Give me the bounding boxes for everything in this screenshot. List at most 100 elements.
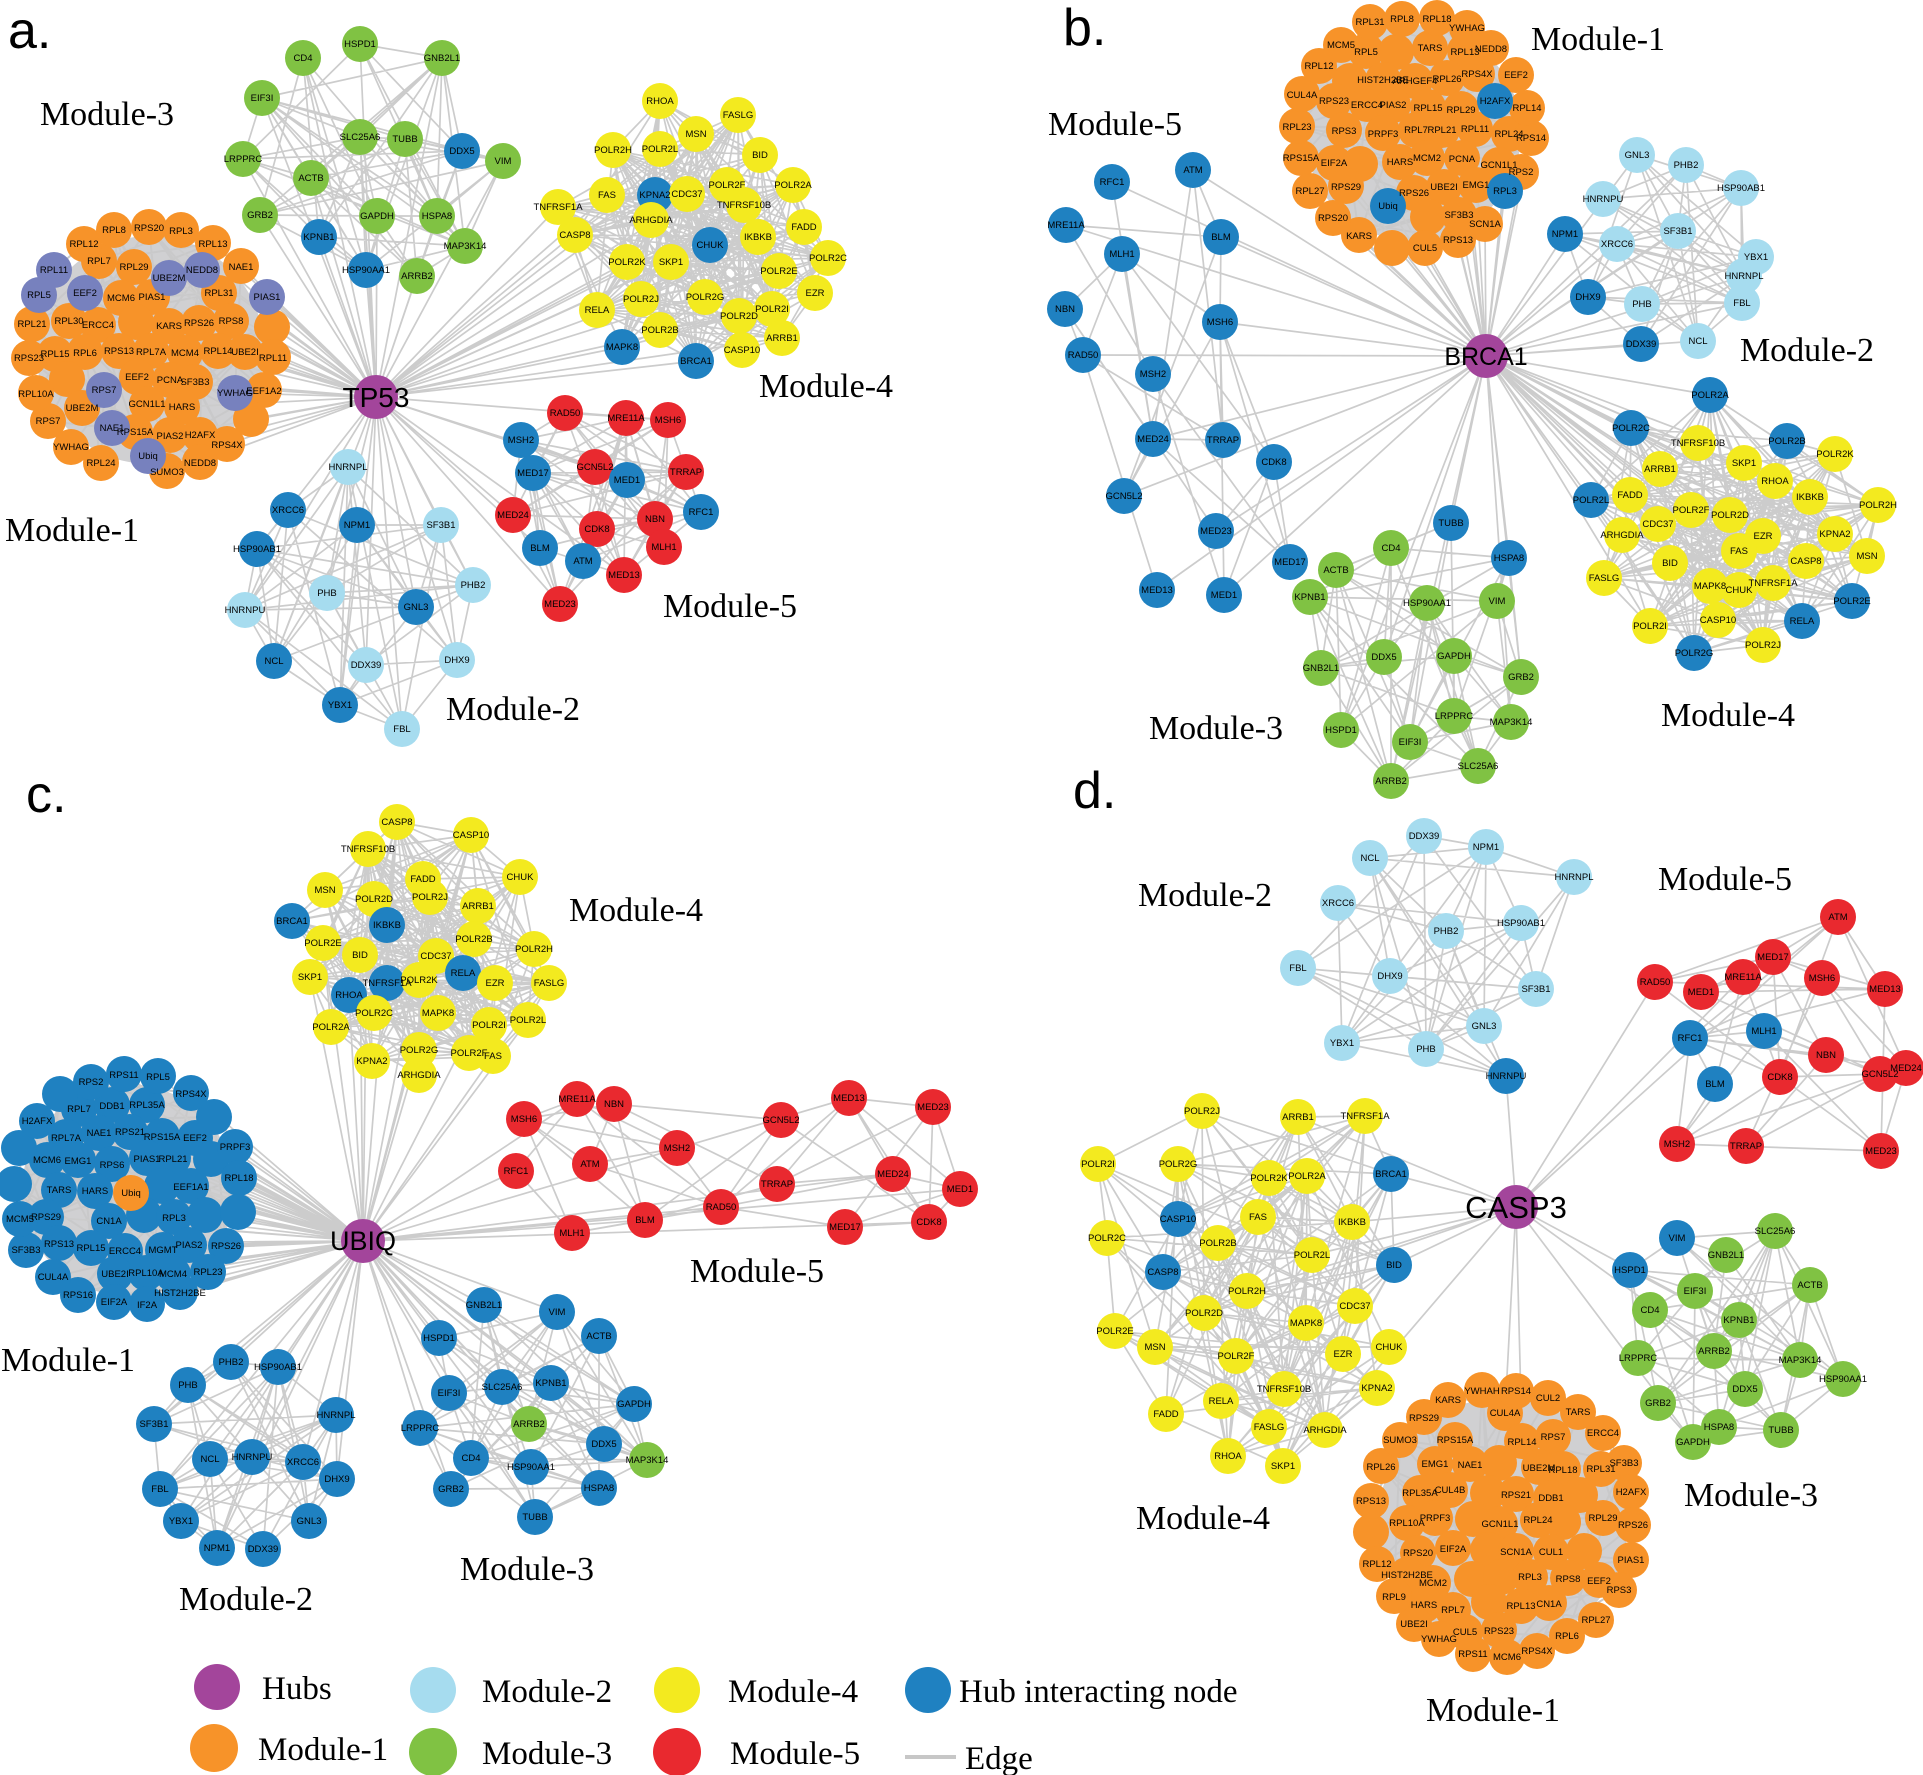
svg-text:YWHAH: YWHAH <box>1464 1386 1500 1397</box>
svg-text:CASP8: CASP8 <box>1147 1267 1178 1278</box>
svg-text:MCM4: MCM4 <box>159 1269 187 1280</box>
svg-text:PIAS1: PIAS1 <box>134 1154 161 1165</box>
svg-text:POLR2J: POLR2J <box>1184 1106 1220 1117</box>
svg-text:RHOA: RHOA <box>1761 476 1789 487</box>
svg-text:GNB2L1: GNB2L1 <box>1708 1250 1744 1261</box>
svg-text:BID: BID <box>752 150 768 161</box>
svg-text:Module-1: Module-1 <box>1531 21 1665 58</box>
svg-text:Module-3: Module-3 <box>40 96 174 133</box>
svg-text:KPNA2: KPNA2 <box>356 1056 387 1067</box>
svg-text:POLR2C: POLR2C <box>355 1008 393 1019</box>
svg-text:BID: BID <box>1662 558 1678 569</box>
svg-text:PIAS1: PIAS1 <box>139 292 166 303</box>
svg-text:PIAS1: PIAS1 <box>254 292 281 303</box>
svg-text:VIM: VIM <box>495 156 512 167</box>
svg-text:SF3B1: SF3B1 <box>1521 984 1550 995</box>
svg-text:MCM6: MCM6 <box>1493 1652 1521 1663</box>
svg-text:RPL24: RPL24 <box>1494 129 1523 140</box>
svg-text:MAPK8: MAPK8 <box>1694 581 1726 592</box>
svg-text:RPS4X: RPS4X <box>175 1089 207 1100</box>
svg-text:RPL13: RPL13 <box>1506 1601 1535 1612</box>
svg-text:RHOA: RHOA <box>335 990 363 1001</box>
svg-text:HNRNPL: HNRNPL <box>328 462 367 473</box>
svg-text:IKBKB: IKBKB <box>373 920 401 931</box>
svg-text:GNB2L1: GNB2L1 <box>424 53 460 64</box>
svg-text:GNL3: GNL3 <box>404 602 429 613</box>
svg-text:PHB: PHB <box>1632 299 1652 310</box>
svg-text:CUL5: CUL5 <box>1453 1627 1477 1638</box>
svg-text:Module-3: Module-3 <box>1149 710 1283 747</box>
svg-text:RPS20: RPS20 <box>1318 213 1348 224</box>
svg-text:CDC37: CDC37 <box>1642 519 1673 530</box>
svg-text:MAPK8: MAPK8 <box>422 1008 454 1019</box>
svg-text:ERCC4: ERCC4 <box>1587 1428 1619 1439</box>
svg-text:LRPPRC: LRPPRC <box>224 154 263 165</box>
svg-text:MED23: MED23 <box>1200 526 1232 537</box>
svg-text:RPL3: RPL3 <box>169 226 193 237</box>
svg-text:KPNB1: KPNB1 <box>1294 592 1325 603</box>
svg-text:RAD50: RAD50 <box>550 408 581 419</box>
svg-text:MAP3K14: MAP3K14 <box>626 1455 669 1466</box>
svg-text:CDC37: CDC37 <box>420 951 451 962</box>
svg-text:SUMO3: SUMO3 <box>1383 1435 1417 1446</box>
svg-text:POLR2G: POLR2G <box>1675 648 1714 659</box>
svg-text:HSP90AA1: HSP90AA1 <box>1819 1374 1867 1385</box>
svg-text:RPS29: RPS29 <box>1409 1413 1439 1424</box>
svg-text:CASP10: CASP10 <box>1160 1214 1196 1225</box>
svg-text:RPL26: RPL26 <box>1366 1462 1395 1473</box>
svg-text:EIF3I: EIF3I <box>251 93 274 104</box>
svg-text:POLR2B: POLR2B <box>641 325 679 336</box>
svg-text:SF3B3: SF3B3 <box>180 377 209 388</box>
svg-text:Module-3: Module-3 <box>482 1736 612 1772</box>
svg-text:KPNA2: KPNA2 <box>1361 1383 1392 1394</box>
svg-text:RPL10A: RPL10A <box>1389 1518 1425 1529</box>
svg-text:MED17: MED17 <box>1274 557 1306 568</box>
svg-text:SLC25A6: SLC25A6 <box>1458 761 1499 772</box>
svg-text:LRPPRC: LRPPRC <box>401 1423 440 1434</box>
svg-text:ARHGDIA: ARHGDIA <box>629 215 673 226</box>
svg-text:RPL21: RPL21 <box>158 1154 187 1165</box>
svg-text:GNB2L1: GNB2L1 <box>466 1300 502 1311</box>
svg-text:HSP90AB1: HSP90AB1 <box>1497 918 1545 929</box>
svg-text:DHX9: DHX9 <box>444 655 469 666</box>
svg-text:c.: c. <box>26 766 66 824</box>
svg-text:RPL26: RPL26 <box>1432 74 1461 85</box>
svg-text:RPS3: RPS3 <box>1332 126 1357 137</box>
svg-text:ARRB2: ARRB2 <box>1375 776 1407 787</box>
svg-text:DDB1: DDB1 <box>99 1101 124 1112</box>
svg-text:MRE11A: MRE11A <box>607 413 645 424</box>
svg-text:Module-2: Module-2 <box>1740 332 1874 369</box>
svg-text:RPL35A: RPL35A <box>129 1100 165 1111</box>
svg-text:UBE2I: UBE2I <box>1430 182 1457 193</box>
svg-text:CUL4A: CUL4A <box>1490 1408 1521 1419</box>
svg-text:TRRAP: TRRAP <box>1207 435 1239 446</box>
svg-text:POLR2J: POLR2J <box>1745 640 1781 651</box>
svg-text:EZR: EZR <box>806 288 825 299</box>
svg-text:IKBKB: IKBKB <box>1796 492 1824 503</box>
svg-text:RPS13: RPS13 <box>1356 1496 1386 1507</box>
svg-text:Module-5: Module-5 <box>1658 861 1792 898</box>
svg-text:FAS: FAS <box>484 1051 502 1062</box>
svg-text:POLR2D: POLR2D <box>1711 510 1749 521</box>
svg-text:DHX9: DHX9 <box>1377 971 1402 982</box>
svg-text:Ubiq: Ubiq <box>138 451 158 462</box>
svg-text:RPL18: RPL18 <box>1422 14 1451 25</box>
svg-text:PIAS2: PIAS2 <box>1380 100 1407 111</box>
svg-text:RPS13: RPS13 <box>104 346 134 357</box>
svg-text:XRCC6: XRCC6 <box>287 1457 319 1468</box>
svg-text:CASP3: CASP3 <box>1465 1190 1567 1225</box>
svg-text:NEDD8: NEDD8 <box>184 458 216 469</box>
svg-text:PHB2: PHB2 <box>461 580 486 591</box>
svg-text:Module-1: Module-1 <box>1426 1692 1560 1729</box>
svg-text:RPS7: RPS7 <box>92 385 117 396</box>
svg-text:RPL29: RPL29 <box>1446 105 1475 116</box>
svg-text:HNRNPU: HNRNPU <box>232 1452 273 1463</box>
svg-text:MED24: MED24 <box>1137 434 1169 445</box>
svg-text:POLR2F: POLR2F <box>709 180 746 191</box>
svg-text:BRCA1: BRCA1 <box>1444 343 1527 371</box>
svg-text:POLR2L: POLR2L <box>642 144 678 155</box>
svg-text:ATM: ATM <box>580 1159 599 1170</box>
svg-text:RPL5: RPL5 <box>27 290 51 301</box>
svg-text:RPL7A: RPL7A <box>136 347 167 358</box>
svg-text:CDK8: CDK8 <box>916 1217 941 1228</box>
